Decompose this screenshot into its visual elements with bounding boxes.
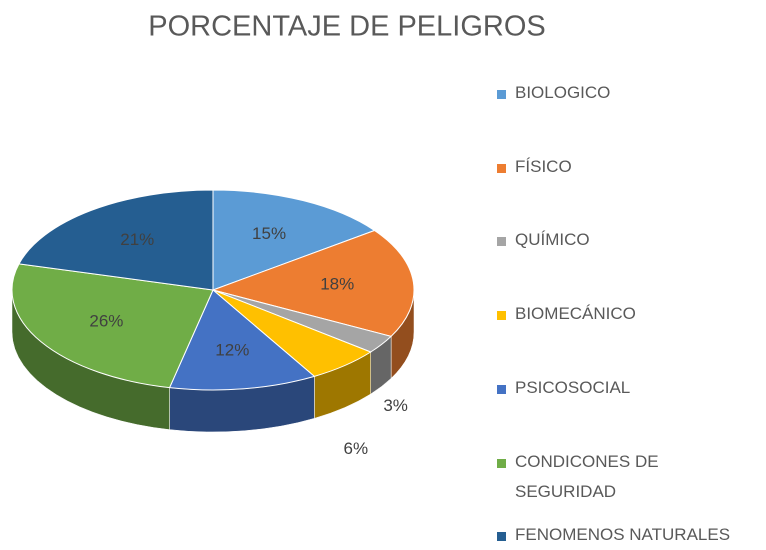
slice <box>211 229 415 337</box>
legend-item: BIOMECÁNICO <box>497 304 763 329</box>
legend-swatch <box>497 163 506 173</box>
legend-label: PSICOSOCIAL <box>515 377 631 397</box>
legend-item: CONDICONES DE SEGURIDAD <box>497 452 763 507</box>
legend-item: QUÍMICO <box>497 230 763 255</box>
legend-swatch <box>497 532 506 542</box>
legend-label: FÍSICO <box>515 156 572 176</box>
legend-item: PSICOSOCIAL <box>497 378 763 403</box>
data-label: 26% <box>89 312 123 331</box>
chart-title: PORCENTAJE DE PELIGROS <box>148 11 546 43</box>
legend-label: FENOMENOS NATURALES <box>515 525 731 545</box>
data-label: 15% <box>252 224 286 243</box>
legend-label: QUÍMICO <box>515 230 590 250</box>
data-label: 6% <box>344 439 369 458</box>
legend-item: FENOMENOS NATURALES <box>497 525 763 550</box>
legend-swatch <box>497 458 506 468</box>
legend-label: BIOLOGICO <box>515 83 611 102</box>
legend-item: FÍSICO <box>497 157 763 182</box>
data-label: 12% <box>215 341 249 360</box>
legend-swatch <box>497 311 506 321</box>
data-label: 3% <box>383 396 408 415</box>
slice <box>18 189 214 291</box>
slice <box>11 263 214 389</box>
legend-item: BIOLOGICO <box>497 83 763 108</box>
slice <box>168 289 316 391</box>
legend-swatch <box>497 237 506 247</box>
legend-swatch <box>497 90 506 99</box>
legend-label: CONDICONES DE SEGURIDAD <box>515 451 659 501</box>
data-label: 21% <box>120 230 154 249</box>
legend-swatch <box>497 384 506 394</box>
legend-label: BIOMECÁNICO <box>515 304 636 324</box>
data-label: 18% <box>320 275 354 294</box>
slice <box>212 189 376 291</box>
